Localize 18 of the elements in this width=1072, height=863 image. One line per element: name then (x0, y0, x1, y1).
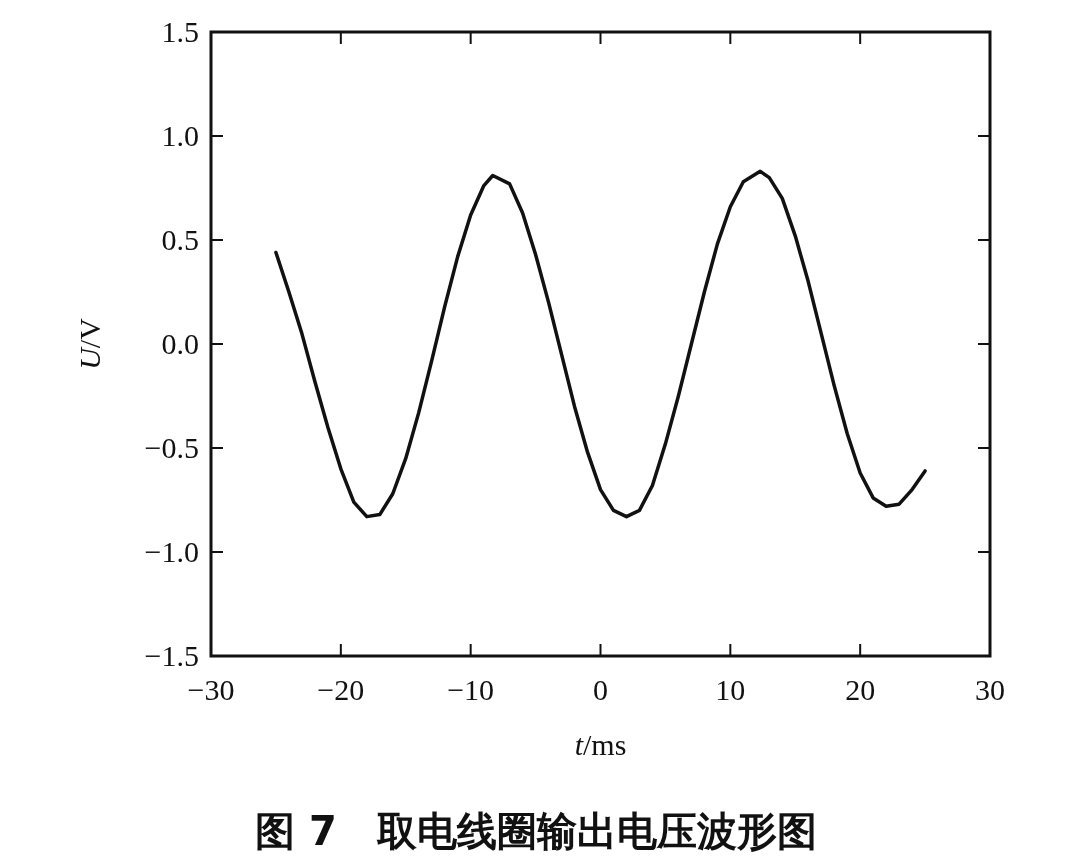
x-tick-label: 10 (715, 673, 746, 706)
y-axis-title: U/V (73, 317, 106, 370)
x-tick-label: 0 (593, 673, 608, 706)
x-tick-label: 20 (845, 673, 876, 706)
x-axis-title: t/ms (574, 728, 627, 761)
x-tick-label: 30 (975, 673, 1005, 706)
y-tick-label: 1.5 (161, 15, 199, 48)
text: 图 7 取电线圈输出电压波形图 (255, 808, 817, 854)
y-tick-label: −1.5 (144, 639, 199, 672)
x-tick-label: −20 (317, 673, 365, 706)
x-tick-label: −30 (187, 673, 235, 706)
y-tick-label: 0.5 (161, 223, 199, 256)
y-tick-label: 0.0 (161, 327, 199, 360)
y-tick-label: −0.5 (144, 431, 199, 464)
x-tick-label: −10 (447, 673, 495, 706)
line-series (274, 169, 927, 519)
y-tick-label: −1.0 (144, 535, 199, 568)
y-tick-label: 1.0 (161, 119, 199, 152)
